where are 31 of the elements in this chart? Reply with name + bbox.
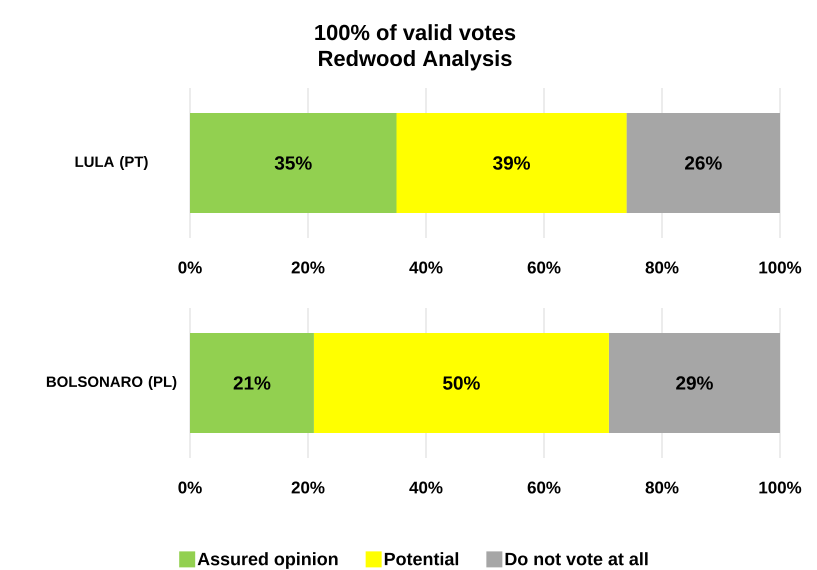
x-tick-label: 0% (178, 262, 202, 274)
legend-label: Potential (384, 552, 458, 566)
x-tick-label: 60% (528, 482, 560, 494)
x-tick-label: 100% (759, 482, 802, 494)
x-tick-label: 80% (646, 482, 678, 494)
bar (190, 112, 397, 213)
x-tick-label: 40% (409, 482, 442, 494)
y-tick-label: BOLSONARO (PL) (46, 376, 176, 390)
x-tick-label: 0% (178, 482, 202, 494)
bar (608, 333, 780, 433)
x-tick-label: 100% (759, 262, 802, 274)
legend-label: Do not vote at all (506, 552, 648, 566)
bar (396, 112, 627, 213)
x-tick-label: 60% (528, 262, 560, 274)
x-tick-label: 80% (646, 262, 678, 274)
legend-label: Assured opinion (198, 552, 338, 569)
data-label: 29% (676, 376, 713, 390)
data-label: 50% (443, 376, 480, 390)
x-tick-label: 20% (292, 482, 324, 494)
x-tick-label: 40% (409, 262, 442, 274)
bar (626, 112, 780, 213)
y-tick-label: LULA (PT) (76, 156, 148, 170)
chart-title: 100% of valid votes (315, 24, 516, 40)
bar (314, 333, 609, 433)
data-label: 39% (493, 156, 530, 170)
chart-subtitle: Redwood Analysis (319, 50, 512, 70)
data-label: 21% (234, 376, 270, 390)
x-tick-label: 20% (292, 262, 324, 274)
data-label: 35% (274, 156, 312, 170)
data-label: 26% (685, 156, 722, 170)
bar (190, 333, 314, 433)
